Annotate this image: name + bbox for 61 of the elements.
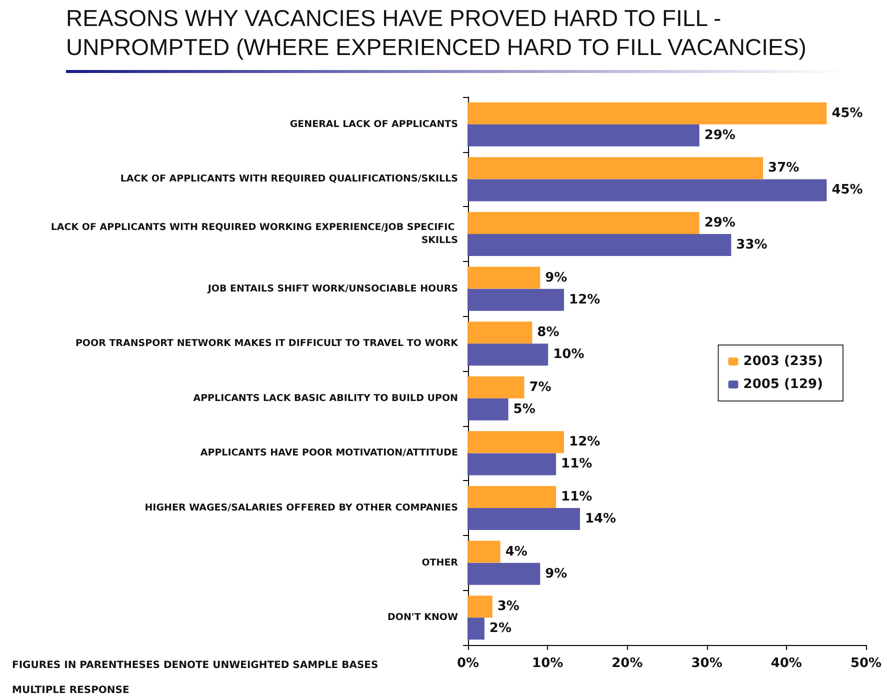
bar <box>468 398 508 420</box>
legend-label: 2003 (235) <box>743 354 824 369</box>
data-label: 7% <box>529 380 552 395</box>
data-label: 29% <box>704 215 736 230</box>
x-tick-label: 10% <box>532 656 564 671</box>
bar <box>468 179 827 202</box>
bar <box>468 453 556 476</box>
bar <box>468 322 532 344</box>
data-label: 14% <box>584 512 616 527</box>
bar <box>468 288 564 311</box>
data-label: 12% <box>569 292 600 308</box>
bar <box>468 618 484 640</box>
bar <box>468 124 700 146</box>
bar <box>468 102 827 124</box>
data-label: 45% <box>832 106 863 121</box>
bar <box>468 344 548 366</box>
bar <box>468 212 700 234</box>
legend-label: 2005 (129) <box>743 377 824 392</box>
chart-title: REASONS WHY VACANCIES HAVE PROVED HARD TO FILL - UNPROMPTED (WHERE EXPERIENCED HARD TO FILL VACANCIES) <box>66 4 806 62</box>
x-tick-label: 20% <box>612 656 643 671</box>
data-label: 29% <box>704 128 736 143</box>
bar <box>468 157 764 180</box>
data-label: 4% <box>505 544 528 560</box>
y-tick-label: LACK OF APPLICANTS WITH REQUIRED QUALIFICATIONS/SKILLS <box>120 174 458 185</box>
bar <box>468 596 492 618</box>
y-tick-label: JOB ENTAILS SHIFT WORK/UNSOCIABLE HOURS <box>206 283 458 294</box>
data-label: 11% <box>561 456 592 472</box>
data-label: 9% <box>545 566 568 582</box>
data-label: 10% <box>553 347 584 362</box>
data-label: 5% <box>513 402 536 417</box>
data-label: 12% <box>569 434 600 450</box>
data-label: 2% <box>489 621 512 636</box>
bar <box>468 431 564 454</box>
bar <box>468 486 556 508</box>
x-tick-label: 30% <box>691 656 722 671</box>
data-label: 8% <box>537 325 560 340</box>
data-label: 33% <box>736 238 768 253</box>
y-tick-label: OTHER <box>422 557 459 568</box>
y-tick-label: POOR TRANSPORT NETWORK MAKES IT DIFFICULT TO TRAVEL TO WORK <box>75 338 459 350</box>
data-label: 45% <box>832 182 863 198</box>
text: MULTIPLE RESPONSE <box>12 685 130 696</box>
y-tick-label: GENERAL LACK OF APPLICANTS <box>290 118 458 130</box>
bar <box>468 376 524 398</box>
y-tick-label: HIGHER WAGES/SALARIES OFFERED BY OTHER COMPANIES <box>144 502 458 514</box>
y-tick-label: APPLICANTS HAVE POOR MOTIVATION/ATTITUDE <box>200 448 458 459</box>
bar <box>468 562 540 585</box>
bar <box>468 540 500 563</box>
data-label: 3% <box>497 599 520 614</box>
x-tick-label: 0% <box>456 656 480 671</box>
y-tick-label: APPLICANTS LACK BASIC ABILITY TO BUILD UPON <box>193 392 458 404</box>
bar <box>468 266 540 289</box>
data-label: 11% <box>561 489 592 504</box>
data-label: 37% <box>768 160 800 176</box>
bar <box>468 234 732 256</box>
x-tick-label: 40% <box>770 656 802 671</box>
data-label: 9% <box>545 270 568 286</box>
bar <box>468 508 580 530</box>
x-tick-label: 50% <box>850 656 882 671</box>
y-tick-label: DON'T KNOW <box>388 612 459 624</box>
text: FIGURES IN PARENTHESES DENOTE UNWEIGHTED SAMPLE BASES <box>12 660 378 671</box>
y-tick-label: LACK OF APPLICANTS WITH REQUIRED WORKING EXPERIENCE/JOB SPECIFIC SKILLS <box>50 222 458 246</box>
